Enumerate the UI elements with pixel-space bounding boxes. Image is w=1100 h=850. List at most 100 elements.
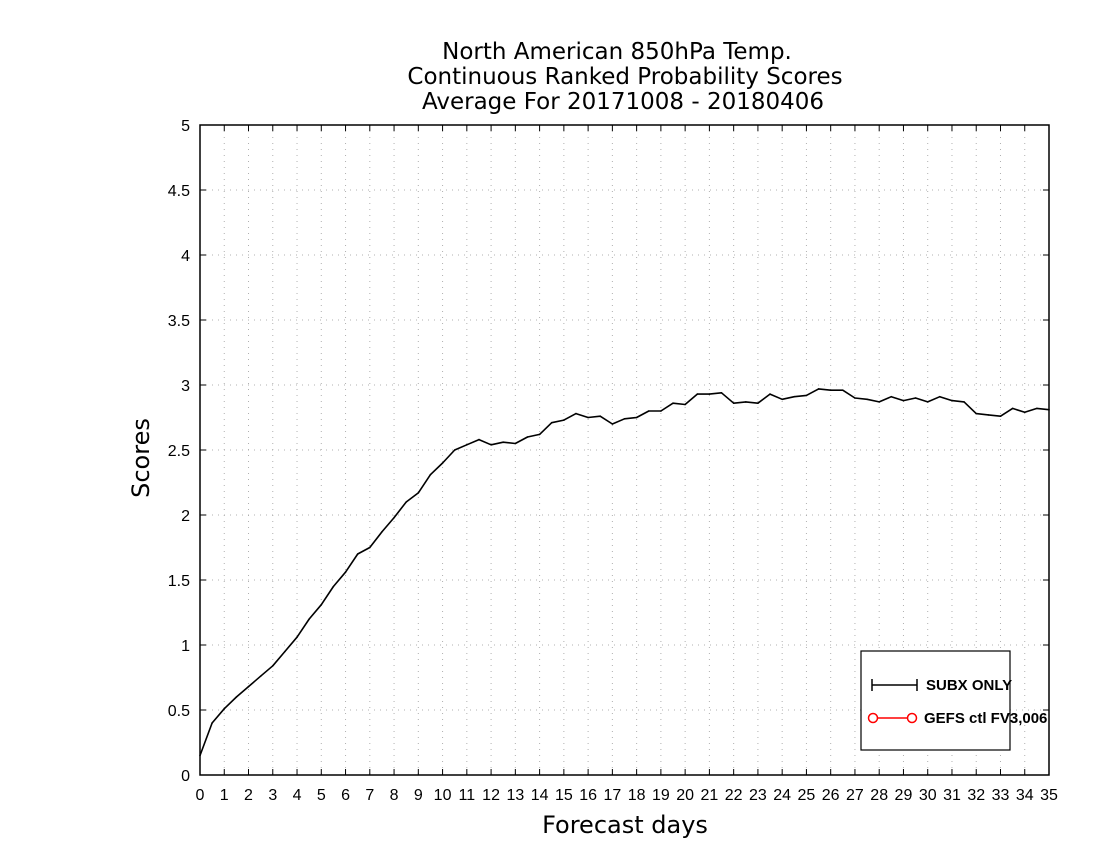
y-tick-label: 2.5 <box>168 443 190 460</box>
data-point <box>272 665 274 667</box>
legend-item-gefs-ctl: GEFS ctl FV3,006 <box>867 710 1047 727</box>
x-tick-label: 30 <box>919 787 937 804</box>
x-tick-label: 6 <box>341 787 350 804</box>
data-point <box>684 403 686 406</box>
data-point <box>308 618 311 620</box>
x-tick-label: 8 <box>390 787 399 804</box>
data-point <box>648 410 650 412</box>
y-tick-label: 4 <box>181 248 190 265</box>
legend-label-gefs-ctl: GEFS ctl FV3,006 <box>924 710 1047 727</box>
data-point <box>842 389 844 392</box>
x-tick-label: 18 <box>628 787 646 804</box>
data-point <box>441 462 444 464</box>
y-tick-label: 4.5 <box>168 183 190 200</box>
data-point <box>296 636 298 638</box>
data-point <box>393 516 395 519</box>
data-point <box>999 415 1002 418</box>
data-point <box>453 449 456 451</box>
data-point <box>866 398 868 401</box>
data-point <box>829 389 832 392</box>
x-tick-label: 13 <box>506 787 524 804</box>
data-point <box>514 442 517 445</box>
chart-title-line-3: Average For 20171008 - 20180406 <box>422 89 824 115</box>
x-tick-label: 5 <box>317 787 326 804</box>
legend-circle-marker <box>906 712 918 724</box>
x-tick-label: 4 <box>293 787 302 804</box>
data-point <box>975 412 977 415</box>
data-point <box>1036 407 1038 410</box>
data-point <box>623 418 626 420</box>
data-point <box>587 416 589 419</box>
legend-circle-marker <box>867 712 879 724</box>
y-tick-label: 5 <box>181 118 190 135</box>
y-tick-label: 3 <box>181 378 190 395</box>
x-tick-label: 28 <box>870 787 888 804</box>
x-tick-label: 15 <box>555 787 573 804</box>
x-tick-label: 23 <box>749 787 767 804</box>
data-point <box>563 419 565 421</box>
x-tick-label: 24 <box>773 787 791 804</box>
data-point <box>381 531 383 533</box>
x-tick-label: 34 <box>1016 787 1034 804</box>
data-point <box>781 398 783 401</box>
x-tick-label: 27 <box>846 787 864 804</box>
data-point <box>890 395 893 398</box>
legend: SUBX ONLY GEFS ctl FV3,006 <box>860 650 1047 751</box>
x-tick-label: 1 <box>220 787 229 804</box>
data-point <box>356 553 359 555</box>
x-tick-label: 22 <box>725 787 743 804</box>
data-point <box>745 401 747 403</box>
x-tick-label: 10 <box>434 787 452 804</box>
x-tick-label: 7 <box>365 787 374 804</box>
data-point <box>575 412 577 415</box>
data-point <box>526 436 529 438</box>
legend-box <box>860 650 1011 751</box>
x-tick-label: 35 <box>1040 787 1058 804</box>
data-point <box>696 393 699 395</box>
x-axis-title: Forecast days <box>542 811 708 839</box>
data-point <box>902 399 905 402</box>
chart-title-line-1: North American 850hPa Temp. <box>442 39 792 65</box>
data-point <box>320 603 323 606</box>
data-point <box>599 415 601 418</box>
data-point <box>369 546 371 549</box>
data-point <box>926 401 929 403</box>
y-tick-label: 0.5 <box>168 703 190 720</box>
data-point <box>939 395 941 398</box>
axis-ticks: 0 1 2 3 4 5 6 7 8 9 10 11 12 13 14 15 16 17 18 19 20 21 22 23 24… <box>168 118 1058 804</box>
x-tick-label: 9 <box>414 787 423 804</box>
data-point <box>478 438 480 441</box>
data-point <box>538 433 541 436</box>
legend-label-subx-only: SUBX ONLY <box>926 677 1012 694</box>
x-tick-label: 21 <box>701 787 719 804</box>
x-tick-label: 0 <box>196 787 205 804</box>
data-point <box>235 696 238 698</box>
x-tick-label: 25 <box>798 787 816 804</box>
data-point <box>223 707 226 710</box>
data-point <box>429 473 432 476</box>
data-point <box>708 393 711 395</box>
data-point <box>284 650 286 653</box>
legend-item-subx-only: SUBX ONLY <box>871 677 1012 694</box>
data-point <box>951 399 953 402</box>
x-tick-label: 2 <box>244 787 253 804</box>
data-point <box>854 397 856 399</box>
data-point <box>550 421 553 424</box>
data-point <box>490 444 492 446</box>
data-point <box>757 402 759 405</box>
data-point <box>1048 408 1050 411</box>
x-tick-label: 14 <box>531 787 549 804</box>
data-point <box>914 397 917 399</box>
data-point <box>417 492 420 494</box>
y-tick-label: 0 <box>181 768 190 785</box>
x-tick-label: 11 <box>459 787 476 804</box>
data-point <box>769 393 771 395</box>
chart-title-line-2: Continuous Ranked Probability Scores <box>407 64 842 90</box>
data-point <box>502 441 505 444</box>
series-layer <box>199 388 1050 757</box>
x-tick-label: 3 <box>268 787 277 804</box>
data-point <box>1011 407 1014 410</box>
data-point <box>247 685 250 688</box>
x-tick-label: 12 <box>482 787 500 804</box>
